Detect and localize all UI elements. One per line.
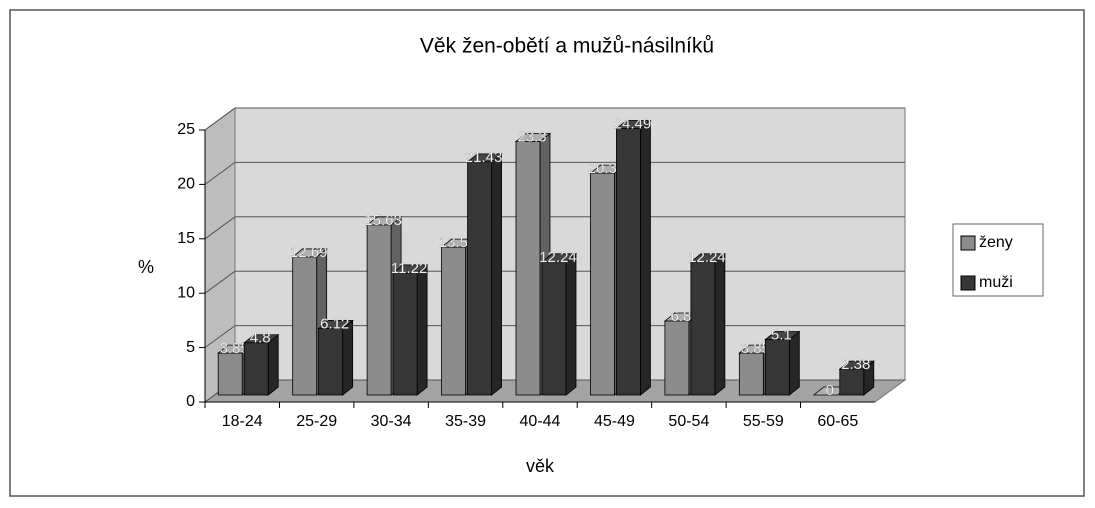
value-label: 12.69 bbox=[290, 244, 328, 261]
bar bbox=[441, 246, 466, 396]
y-tick-label: 10 bbox=[177, 284, 195, 301]
y-tick-label: 25 bbox=[177, 121, 195, 138]
bar bbox=[839, 368, 865, 396]
x-tick-label: 55-59 bbox=[743, 413, 784, 430]
value-label: 3.85 bbox=[741, 340, 770, 357]
y-tick-label: 0 bbox=[186, 393, 195, 410]
value-label: 2.38 bbox=[841, 356, 870, 373]
bar bbox=[590, 172, 615, 396]
value-label: 11.22 bbox=[391, 260, 427, 277]
y-tick-label: 20 bbox=[177, 176, 195, 193]
grid-line-side bbox=[204, 161, 236, 185]
x-tick-label: 50-54 bbox=[668, 413, 709, 430]
bar bbox=[318, 328, 344, 396]
value-label: 6.12 bbox=[320, 315, 349, 332]
y-tick-label: 15 bbox=[177, 230, 195, 247]
value-label: 12.24 bbox=[539, 249, 577, 266]
value-label: 6.8 bbox=[670, 308, 691, 325]
value-label: 5.1 bbox=[771, 326, 792, 343]
x-tick-label: 60-65 bbox=[817, 413, 858, 430]
x-axis-label: věk bbox=[526, 456, 555, 476]
legend-swatch bbox=[960, 275, 976, 291]
bar-side bbox=[416, 264, 428, 396]
legend-swatch bbox=[960, 235, 976, 251]
bar bbox=[664, 320, 690, 396]
x-tick-label: 40-44 bbox=[520, 413, 561, 430]
value-label: 21.43 bbox=[465, 149, 503, 166]
bar bbox=[467, 161, 492, 396]
bar bbox=[515, 141, 541, 396]
value-label: 0 bbox=[826, 382, 834, 399]
x-tick-label: 45-49 bbox=[594, 413, 635, 430]
bar bbox=[690, 261, 716, 396]
bar bbox=[616, 128, 641, 396]
grid-line-side bbox=[204, 107, 236, 131]
grid-line-side bbox=[204, 325, 236, 349]
bar bbox=[292, 256, 318, 396]
y-axis-label: % bbox=[138, 257, 154, 277]
legend-label: ženy bbox=[979, 234, 1013, 251]
value-label: 3.85 bbox=[220, 340, 249, 357]
value-label: 15.63 bbox=[364, 212, 402, 229]
y-tick-label: 5 bbox=[186, 339, 195, 356]
grid-line-side bbox=[204, 270, 236, 294]
bar bbox=[366, 224, 392, 396]
chart-title: Věk žen-obětí a mužů-násilníků bbox=[420, 35, 714, 58]
bar bbox=[217, 352, 243, 396]
x-tick-label: 30-34 bbox=[371, 413, 412, 430]
bar-side bbox=[640, 119, 651, 396]
value-label: 24.49 bbox=[614, 116, 652, 133]
grid-line-side bbox=[204, 216, 236, 240]
value-label: 13.59 bbox=[439, 234, 477, 251]
bar bbox=[541, 261, 567, 396]
value-label: 4.8 bbox=[250, 330, 271, 347]
bar bbox=[738, 352, 764, 396]
bar-side bbox=[565, 252, 577, 396]
bar bbox=[243, 342, 269, 396]
x-tick-label: 25-29 bbox=[296, 413, 337, 430]
bar bbox=[392, 272, 418, 396]
bar bbox=[764, 339, 790, 396]
value-label: 23.3 bbox=[517, 128, 546, 145]
value-label: 20.39 bbox=[588, 160, 626, 177]
x-tick-label: 18-24 bbox=[222, 413, 263, 430]
value-label: 12.24 bbox=[688, 249, 726, 266]
bar-side bbox=[714, 252, 726, 396]
bar-side bbox=[491, 153, 502, 396]
x-tick-label: 35-39 bbox=[445, 413, 486, 430]
legend-label: muži bbox=[979, 274, 1013, 291]
